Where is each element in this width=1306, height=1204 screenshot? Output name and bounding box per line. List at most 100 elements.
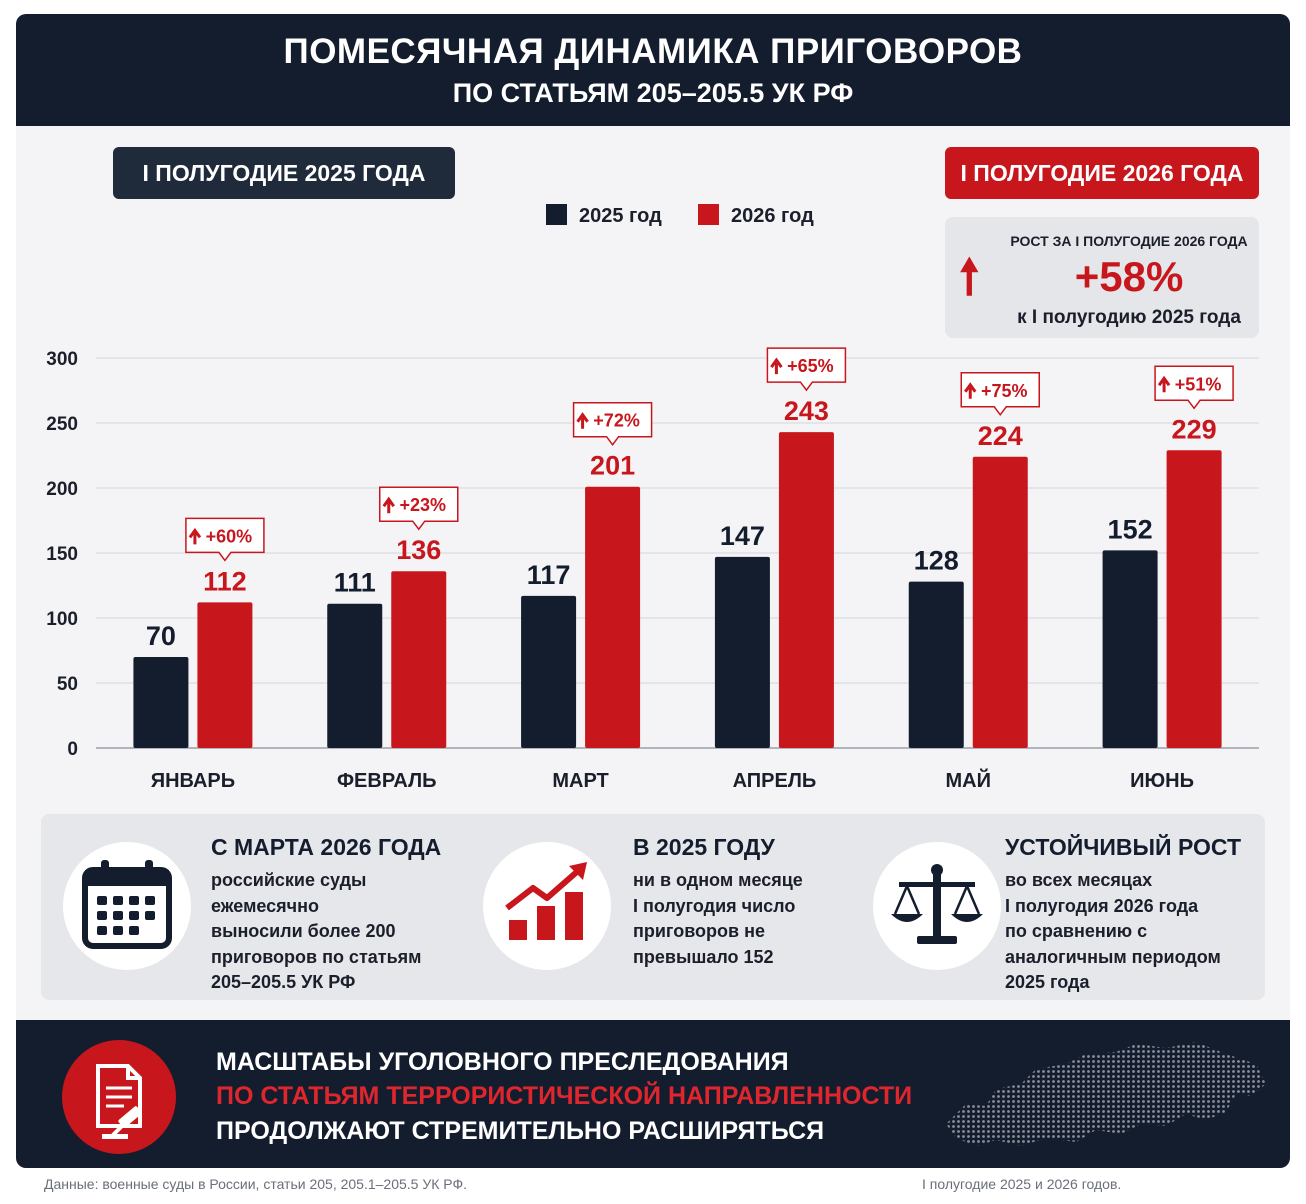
fact-text-3: во всех месяцах I полугодия 2026 года по… [1005,868,1221,996]
bar [197,602,253,748]
period-2026-badge: I ПОЛУГОДИЕ 2026 ГОДА [945,147,1259,199]
y-tick-label: 200 [46,479,78,500]
y-tick-label: 0 [67,739,78,760]
y-tick-label: 100 [46,609,78,630]
fact-text-1: российские суды ежемесячно выносили боле… [211,868,461,996]
change-label: +60% [206,526,253,546]
x-tick-label: ФЕВРАЛЬ [337,770,437,792]
fact-line: аналогичным периодом [1005,946,1221,967]
bar [585,486,641,748]
fact-title-3: УСТОЙЧИВЫЙ РОСТ [1005,834,1241,860]
x-tick-label: МАРТ [552,770,608,792]
change-callout [185,517,265,562]
change-label: +65% [787,356,834,376]
legend-swatch-2026 [698,204,719,225]
data-label: 112 [203,566,247,596]
data-label: 229 [1172,414,1217,444]
data-label: 152 [1108,514,1153,544]
page-title: ПОМЕСЯЧНАЯ ДИНАМИКА ПРИГОВОРОВ [283,32,1023,71]
page-subtitle: ПО СТАТЬЯМ 205–205.5 УК РФ [452,78,854,108]
legend-item-2026: 2026 год [698,204,814,228]
infographic-frame: ПОМЕСЯЧНАЯ ДИНАМИКА ПРИГОВОРОВ ПО СТАТЬЯ… [16,14,1290,1168]
bar [133,657,189,748]
fact-line: 2025 года [1005,972,1090,992]
growth-note: к I полугодию 2025 года [1017,307,1241,328]
y-tick-label: 50 [57,674,78,695]
arrow-up-icon [382,496,395,514]
fact-line: I полугодия число [633,895,796,916]
fact-card-2: В 2025 ГОДУ ни в одном месяце I полугоди… [461,814,851,1000]
legend-swatch-2025 [546,204,567,225]
fact-title-2: В 2025 ГОДУ [633,834,775,860]
data-label: 111 [334,568,376,598]
legend-label-2025: 2025 год [579,205,662,227]
bar [521,595,577,748]
bar [714,556,770,748]
change-callout [572,401,653,446]
bar [1166,450,1222,748]
growth-chart-icon [483,842,611,970]
data-label: 136 [396,535,441,565]
x-tick-label: АПРЕЛЬ [733,770,817,792]
change-label: +72% [593,411,640,431]
fact-line: выносили более 200 [211,921,396,941]
data-label: 243 [784,396,829,426]
arrow-up-icon [188,527,202,545]
footer-line-1: МАСШТАБЫ УГОЛОВНОГО ПРЕСЛЕДОВАНИЯ [216,1048,789,1076]
fact-line: I полугодия 2026 года [1005,895,1199,916]
fact-line: ни в одном месяце [633,870,803,890]
bar [391,571,447,748]
growth-label: РОСТ ЗА I ПОЛУГОДИЕ 2026 ГОДА [1010,233,1248,249]
footer-line-3: ПРОДОЛЖАЮТ СТРЕМИТЕЛЬНО РАСШИРЯТЬСЯ [216,1117,825,1145]
fact-card-3: УСТОЙЧИВЫЙ РОСТ во всех месяцах I полуго… [851,814,1265,1000]
arrow-up-icon [576,412,589,429]
bar-chart: 0 50 100 150 200 250 300 ЯНВАРЬ 70 112 +60% ФЕВРАЛЬ… [46,347,1259,792]
change-label: +23% [399,495,446,515]
fact-line: российские суды ежемесячно [211,870,367,916]
x-tick-label: ИЮНЬ [1130,770,1194,792]
period-note: I полугодие 2025 и 2026 годов. [922,1176,1122,1192]
y-tick-label: 150 [46,544,78,565]
change-callout [766,347,847,392]
source-note: Данные: военные суды в России, статьи 20… [44,1176,468,1192]
legend-label-2026: 2026 год [731,205,814,227]
fact-line: по сравнению с [1005,921,1148,941]
data-label: 128 [914,546,959,576]
change-callout [1154,365,1234,410]
fact-text-2: ни в одном месяце I полугодия число приг… [633,868,803,970]
change-label: +51% [1175,374,1222,394]
fact-line: превышало 152 [633,946,774,967]
bar [778,432,834,748]
legal-document-icon [62,1040,176,1154]
arrow-up-icon [770,357,783,375]
arrow-up-icon [964,382,977,399]
change-label: +75% [981,381,1028,401]
header: ПОМЕСЯЧНАЯ ДИНАМИКА ПРИГОВОРОВ ПО СТАТЬЯ… [16,14,1290,126]
fact-card-1: С МАРТА 2026 ГОДА российские суды ежемес… [41,814,461,1000]
fact-line: во всех месяцах [1005,870,1153,890]
bar [972,456,1028,748]
change-callout [960,372,1040,417]
growth-summary-box: 🠕 РОСТ ЗА I ПОЛУГОДИЕ 2026 ГОДА +58% к I… [945,217,1259,338]
legend-item-2025: 2025 год [546,204,662,228]
facts-panel: С МАРТА 2026 ГОДА российские суды ежемес… [41,814,1265,1000]
x-tick-label: МАЙ [946,768,991,792]
footer-banner: МАСШТАБЫ УГОЛОВНОГО ПРЕСЛЕДОВАНИЯ ПО СТА… [16,1020,1290,1168]
x-tick-label: ЯНВАРЬ [151,770,235,792]
data-label: 147 [720,521,765,551]
footer-line-2: ПО СТАТЬЯМ ТЕРРОРИСТИЧЕСКОЙ НАПРАВЛЕННОС… [216,1082,913,1110]
calendar-icon [63,842,191,970]
bar [327,603,383,748]
data-label: 224 [978,421,1023,451]
scales-icon [873,842,1001,970]
growth-value: +58% [1074,253,1184,300]
fact-title-1: С МАРТА 2026 ГОДА [211,834,442,860]
arrow-up-icon [1157,375,1171,393]
arrow-up-icon: 🠕 [959,251,980,304]
data-label: 201 [590,451,635,481]
data-label: 70 [146,621,176,651]
change-callout [379,486,459,531]
y-tick-label: 250 [46,414,78,435]
bar [1102,550,1158,748]
y-tick-label: 300 [46,349,78,370]
